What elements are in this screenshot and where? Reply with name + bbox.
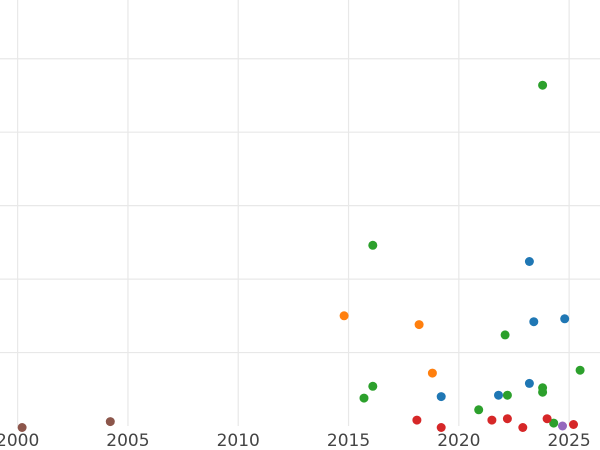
x-axis-tick-labels: 2000 2005 2010 2015 2020 2025 <box>0 431 591 450</box>
grid <box>0 0 600 426</box>
data-point-s3-p0 <box>412 415 422 425</box>
data-point-s5-p1 <box>105 417 115 427</box>
data-point-s2-p5 <box>500 330 510 340</box>
data-point-s4-p0 <box>558 421 567 431</box>
data-point-s1-p2 <box>427 368 437 378</box>
x-tick-label-2010: 2010 <box>217 431 260 450</box>
x-tick-label-2025: 2025 <box>547 431 590 450</box>
data-point-s0-p4 <box>524 257 534 266</box>
data-point-s5-p0 <box>17 423 27 432</box>
data-point-s3-p2 <box>487 415 497 425</box>
data-point-s2-p0 <box>368 240 378 250</box>
x-tick-label-2015: 2015 <box>327 431 370 450</box>
data-point-s2-p9 <box>575 365 585 375</box>
data-point-s2-p3 <box>474 405 484 415</box>
data-point-s3-p5 <box>542 414 552 424</box>
data-point-s2-p1 <box>368 381 378 391</box>
data-point-s2-p2 <box>359 393 369 403</box>
x-tick-label-2000: 2000 <box>0 431 39 450</box>
data-point-s2-p10 <box>538 80 548 90</box>
data-point-s0-p0 <box>436 392 446 402</box>
data-point-s0-p3 <box>529 317 539 327</box>
data-point-s2-p8 <box>549 418 559 428</box>
data-point-s2-p4 <box>502 390 512 400</box>
data-point-s1-p0 <box>339 311 349 321</box>
data-point-s3-p4 <box>518 423 528 432</box>
data-point-s3-p6 <box>569 420 578 429</box>
data-points <box>17 80 585 432</box>
data-point-s3-p3 <box>502 414 512 424</box>
x-tick-label-2020: 2020 <box>437 431 480 450</box>
data-point-s0-p2 <box>524 378 534 388</box>
data-point-s0-p1 <box>494 390 503 400</box>
x-tick-label-2005: 2005 <box>106 431 149 450</box>
data-point-s3-p1 <box>436 423 446 432</box>
data-point-s1-p1 <box>414 320 424 330</box>
data-point-s2-p7 <box>538 383 548 393</box>
data-point-s0-p5 <box>560 314 570 324</box>
